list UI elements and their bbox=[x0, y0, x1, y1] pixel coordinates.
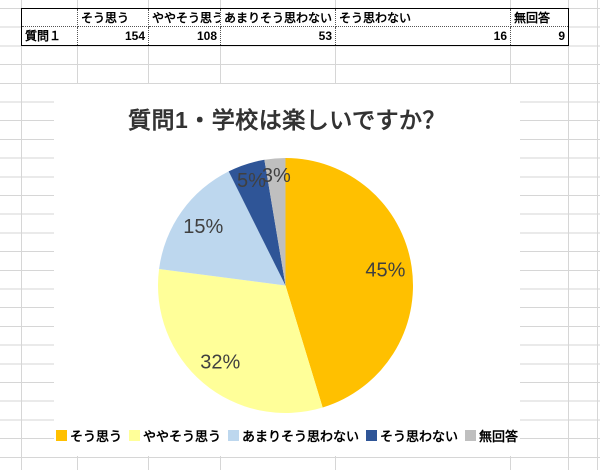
pie-percent-label: 5% bbox=[237, 170, 266, 192]
legend-label: そう思う bbox=[69, 429, 122, 444]
legend-swatch-icon bbox=[227, 430, 239, 441]
data-table: そう思う ややそう思う あまりそう思わない そう思わない 無回答 質問１ 154… bbox=[21, 8, 569, 46]
column-header[interactable]: そう思わない bbox=[336, 9, 511, 27]
pie-percent-label: 45% bbox=[365, 260, 405, 282]
corner-cell[interactable] bbox=[22, 9, 78, 27]
value-cell[interactable]: 9 bbox=[558, 29, 565, 43]
pie-slice-4[interactable] bbox=[264, 158, 286, 286]
pie-slice-1[interactable] bbox=[158, 269, 323, 413]
legend-item[interactable]: 無回答 bbox=[465, 426, 518, 445]
legend-item[interactable]: ややそう思う bbox=[128, 426, 221, 445]
value-cell[interactable]: 108 bbox=[149, 27, 221, 45]
pie-slice-0[interactable] bbox=[285, 158, 414, 408]
legend-label: 無回答 bbox=[479, 429, 519, 444]
chart-title[interactable]: 質問1・学校は楽しいですか？ bbox=[127, 107, 447, 133]
grid-column-line bbox=[568, 0, 569, 470]
legend-swatch-icon bbox=[128, 430, 140, 441]
value-cell[interactable]: 154 bbox=[78, 27, 149, 45]
pie-percent-label: 3% bbox=[262, 165, 291, 187]
pie-percent-label: 32% bbox=[200, 352, 240, 374]
grid-column-line bbox=[597, 0, 598, 470]
column-header[interactable]: そう思う bbox=[78, 9, 149, 27]
legend-label: ややそう思う bbox=[142, 429, 221, 444]
legend-swatch-icon bbox=[465, 430, 477, 441]
chart-legend: そう思う ややそう思う あまりそう思わない そう思わない 無回答 bbox=[54, 426, 520, 445]
legend-swatch-icon bbox=[55, 430, 67, 441]
chart-area[interactable]: 質問1・学校は楽しいですか？ 45% 32% 15% 5% 3% そう思う ややそう思う… bbox=[54, 84, 520, 456]
legend-item[interactable]: あまりそう思わない bbox=[227, 426, 359, 445]
pie-chart: 45% 32% 15% 5%3% bbox=[158, 158, 414, 413]
value-cell[interactable]: 53 bbox=[221, 27, 336, 45]
column-header[interactable]: 無回答 bbox=[511, 9, 568, 27]
legend-swatch-icon bbox=[366, 430, 377, 441]
legend-item[interactable]: そう思う bbox=[55, 426, 122, 445]
pie-slice-3[interactable] bbox=[228, 159, 286, 286]
legend-label: あまりそう思わない bbox=[241, 429, 359, 444]
column-header[interactable]: ややそう思う bbox=[149, 9, 221, 27]
row-header[interactable]: 質問１ bbox=[22, 27, 78, 45]
value-cell[interactable]: 16 bbox=[336, 27, 511, 45]
column-header[interactable]: あまりそう思わない bbox=[221, 9, 336, 27]
pie-slice-2[interactable] bbox=[159, 171, 286, 286]
pie-percent-label: 15% bbox=[183, 216, 223, 238]
legend-item[interactable]: そう思わない bbox=[366, 426, 458, 445]
grid-column-line bbox=[21, 0, 22, 470]
legend-label: そう思わない bbox=[380, 429, 459, 444]
